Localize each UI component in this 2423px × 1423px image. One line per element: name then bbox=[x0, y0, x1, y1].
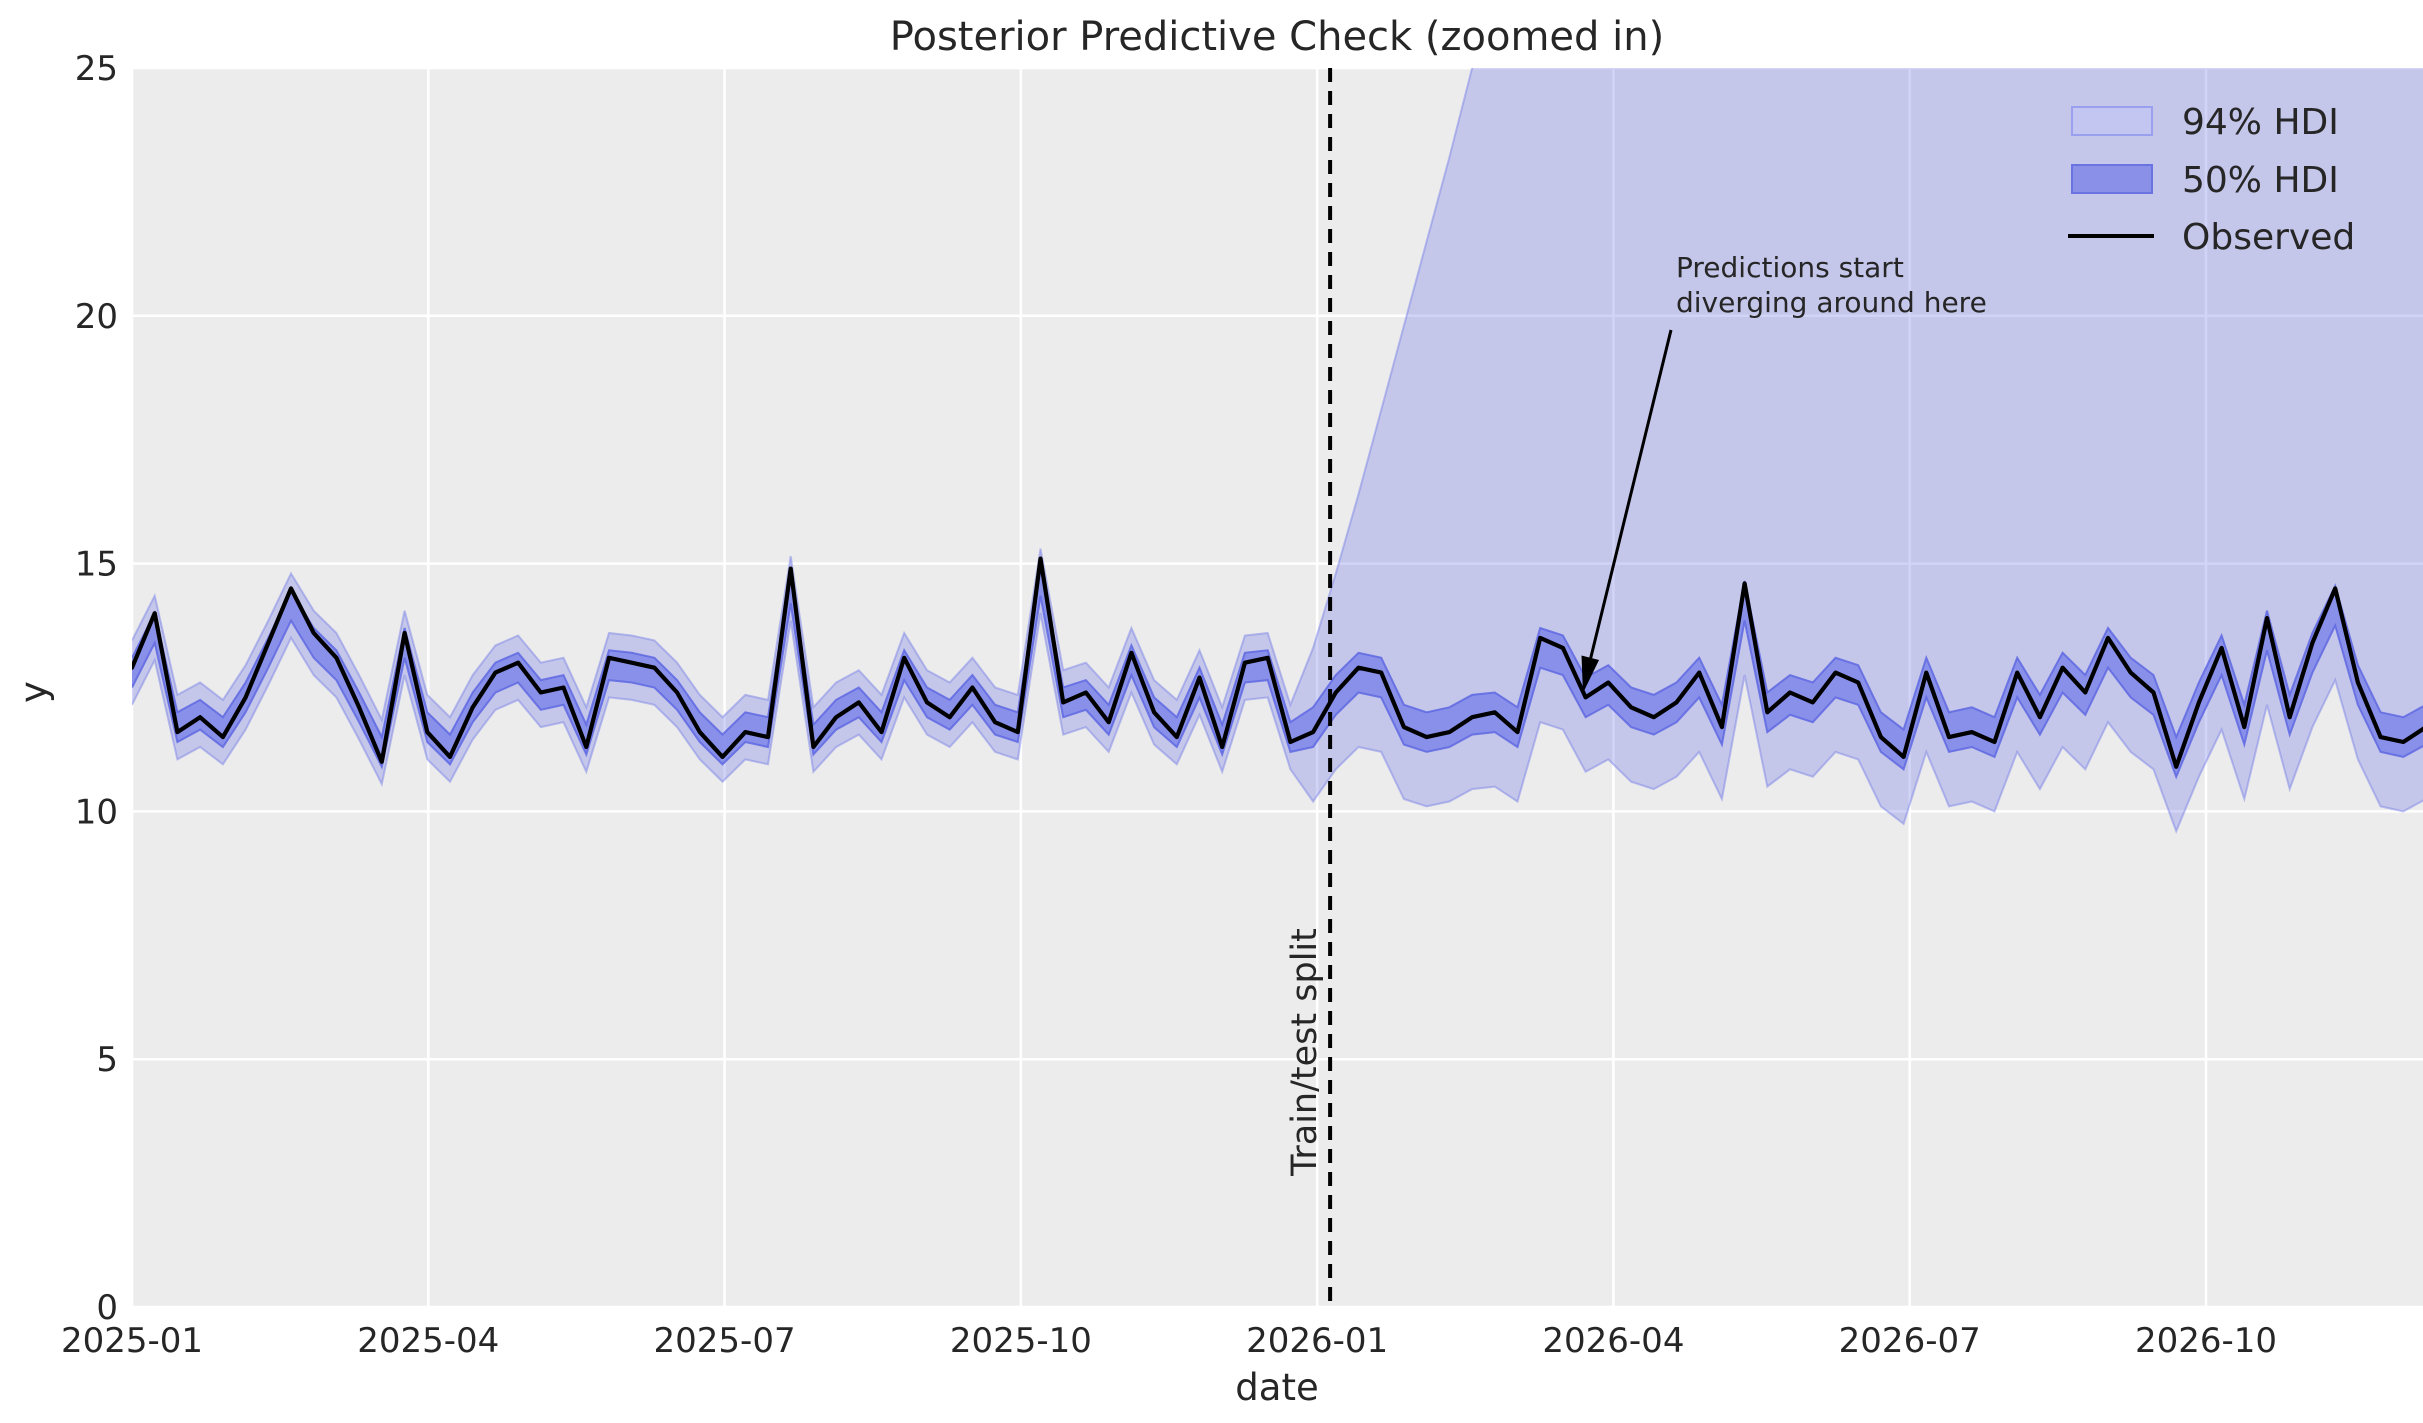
diverge-annotation: Predictions start diverging around here bbox=[1581, 251, 1987, 693]
series-layer bbox=[132, 68, 2423, 1307]
chart-title: Posterior Predictive Check (zoomed in) bbox=[890, 14, 1664, 60]
hdi94-lower-edge bbox=[132, 613, 2423, 834]
x-tick-label: 2025-04 bbox=[357, 1321, 499, 1361]
y-tick-label: 0 bbox=[96, 1288, 118, 1328]
y-tick-label: 5 bbox=[96, 1040, 118, 1080]
legend-label-94hdi: 94% HDI bbox=[2182, 102, 2339, 143]
y-axis-ticks: 0 5 10 15 20 25 bbox=[75, 49, 118, 1328]
x-tick-label: 2025-10 bbox=[950, 1321, 1092, 1361]
legend-label-50hdi: 50% HDI bbox=[2182, 160, 2339, 201]
annotation-line1: Predictions start bbox=[1676, 251, 1904, 284]
legend-swatch-50hdi bbox=[2071, 164, 2153, 194]
y-tick-label: 10 bbox=[75, 792, 118, 832]
y-tick-label: 15 bbox=[75, 545, 118, 585]
hdi94-upper-edge bbox=[132, 68, 1474, 723]
x-tick-label: 2025-01 bbox=[61, 1321, 203, 1361]
hdi50-upper-edge bbox=[132, 565, 2423, 741]
y-tick-label: 25 bbox=[75, 49, 118, 89]
hdi50-lower-edge bbox=[132, 595, 2423, 780]
legend: 94% HDI 50% HDI Observed bbox=[2068, 102, 2355, 258]
x-axis-ticks: 2025-01 2025-04 2025-07 2025-10 2026-01 2026-… bbox=[61, 1321, 2277, 1361]
x-tick-label: 2026-07 bbox=[1839, 1321, 1981, 1361]
hdi94-band bbox=[132, 68, 2423, 832]
hdi50-band bbox=[132, 566, 2423, 777]
legend-swatch-94hdi bbox=[2071, 106, 2153, 136]
observed-line bbox=[132, 556, 2423, 769]
x-axis-label: date bbox=[1235, 1366, 1318, 1409]
split-label: Train/test split bbox=[1285, 928, 1325, 1177]
annotation-arrow-line bbox=[1587, 329, 1673, 666]
y-tick-label: 20 bbox=[75, 297, 118, 337]
legend-label-observed: Observed bbox=[2182, 217, 2355, 258]
annotation-arrowhead-icon bbox=[1581, 655, 1599, 693]
x-tick-label: 2026-04 bbox=[1542, 1321, 1684, 1361]
annotation-line2: diverging around here bbox=[1676, 286, 1987, 319]
x-tick-label: 2026-01 bbox=[1246, 1321, 1388, 1361]
y-axis-label: y bbox=[12, 681, 55, 703]
x-tick-label: 2025-07 bbox=[654, 1321, 796, 1361]
x-tick-label: 2026-10 bbox=[2135, 1321, 2277, 1361]
